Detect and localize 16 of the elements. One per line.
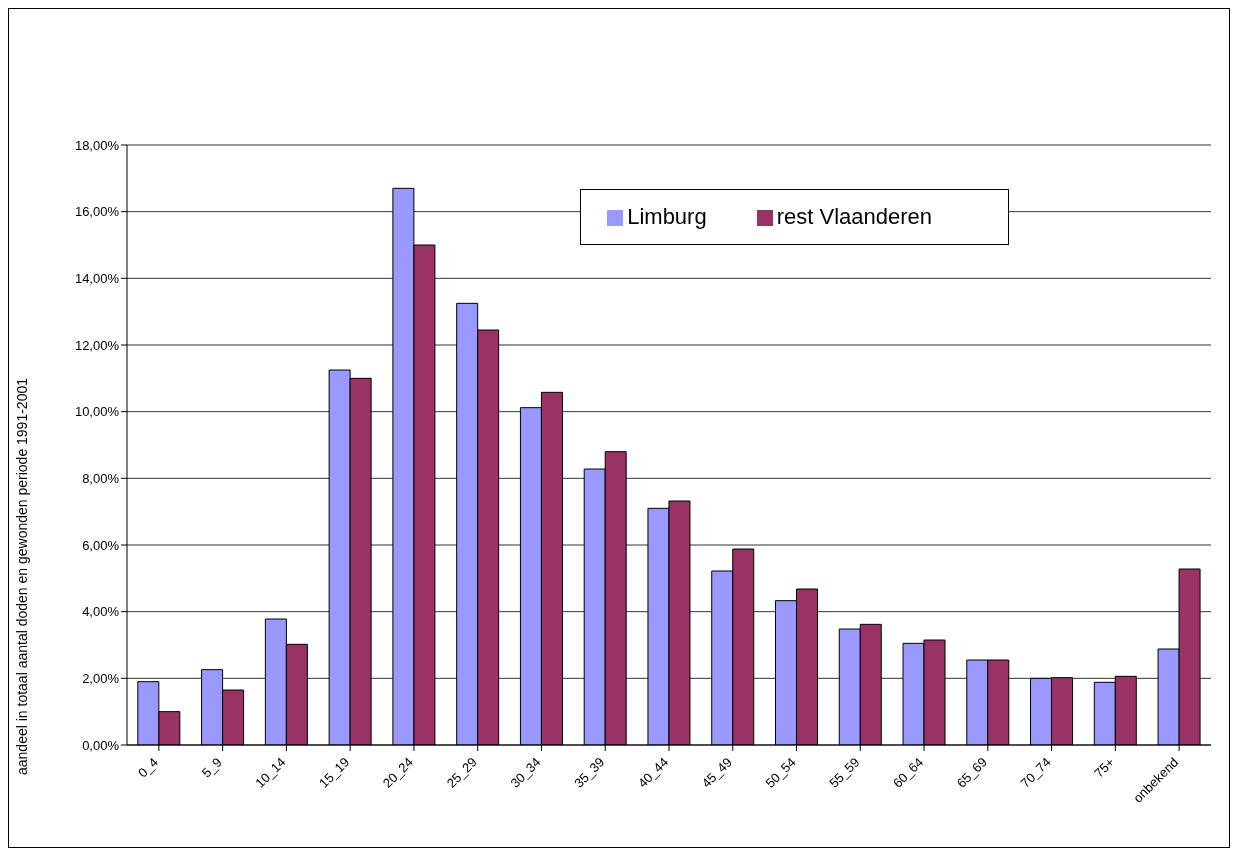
x-tick-label: 75+ [1091, 754, 1118, 781]
x-tick-label: 5_9 [198, 754, 225, 781]
y-tick-label: 16,00% [74, 204, 120, 220]
legend-label: rest Vlaanderen [776, 204, 932, 229]
y-tick-label: 0,00% [82, 737, 120, 753]
y-tick-label: 12,00% [74, 337, 120, 353]
y-tick-label: 2,00% [82, 670, 120, 686]
y-tick-label: 4,00% [82, 604, 120, 620]
y-tick-label: 6,00% [82, 537, 120, 553]
y-axis-title: aandeel in totaal aantal doden en gewonden periode 1991-2001 [13, 377, 30, 775]
y-tick-label: 14,00% [74, 270, 120, 286]
x-tick-label: 0_4 [135, 754, 161, 781]
y-tick-label: 18,00% [74, 137, 120, 153]
y-tick-label: 10,00% [74, 404, 120, 420]
legend-label: Limburg [627, 204, 707, 229]
y-tick-label: 8,00% [82, 470, 120, 486]
